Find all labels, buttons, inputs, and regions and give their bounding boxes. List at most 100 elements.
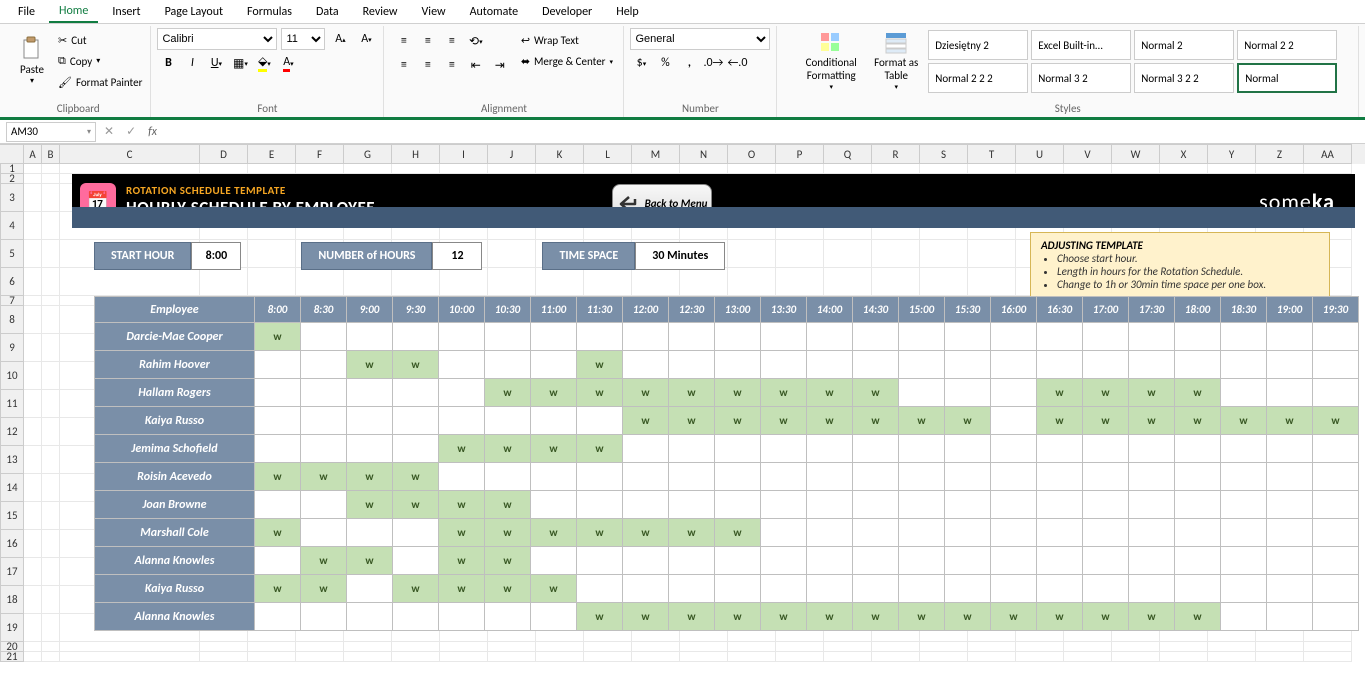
- cell-J1[interactable]: [488, 164, 536, 174]
- row-header-15[interactable]: 15: [0, 502, 24, 530]
- row-header-7[interactable]: 7: [0, 296, 24, 306]
- format-as-table-button[interactable]: Format as Table▾: [866, 28, 926, 94]
- style-normal-2-2-2[interactable]: Normal 2 2 2: [928, 63, 1028, 93]
- number-format-select[interactable]: General: [630, 28, 770, 50]
- cell-D20[interactable]: [200, 642, 248, 652]
- row-header-9[interactable]: 9: [0, 334, 24, 362]
- schedule-cell[interactable]: [347, 435, 393, 463]
- schedule-cell[interactable]: [945, 463, 991, 491]
- schedule-cell[interactable]: [991, 575, 1037, 603]
- cell-B18[interactable]: [42, 586, 60, 614]
- schedule-cell[interactable]: [1221, 519, 1267, 547]
- cell-O1[interactable]: [728, 164, 776, 174]
- schedule-cell[interactable]: [531, 407, 577, 435]
- schedule-cell[interactable]: w: [255, 575, 301, 603]
- cell-A12[interactable]: [24, 418, 42, 446]
- merge-center-button[interactable]: ⬌Merge & Center▾: [519, 51, 615, 71]
- style-dziesi-tny-2[interactable]: Dziesiętny 2: [928, 30, 1028, 60]
- cell-A6[interactable]: [24, 268, 42, 296]
- schedule-cell[interactable]: [393, 547, 439, 575]
- schedule-cell[interactable]: [393, 379, 439, 407]
- schedule-cell[interactable]: [255, 435, 301, 463]
- paste-button[interactable]: Paste ▾: [12, 28, 52, 94]
- schedule-cell[interactable]: w: [485, 491, 531, 519]
- schedule-cell[interactable]: [1313, 351, 1359, 379]
- schedule-cell[interactable]: [991, 463, 1037, 491]
- schedule-cell[interactable]: w: [669, 379, 715, 407]
- cell-J21[interactable]: [488, 652, 536, 662]
- cell-K21[interactable]: [536, 652, 584, 662]
- schedule-cell[interactable]: w: [301, 575, 347, 603]
- cell-Z20[interactable]: [1256, 642, 1304, 652]
- enter-icon[interactable]: ✓: [122, 124, 140, 139]
- schedule-cell[interactable]: [945, 379, 991, 407]
- cell-B11[interactable]: [42, 390, 60, 418]
- menu-view[interactable]: View: [412, 2, 456, 22]
- schedule-cell[interactable]: w: [1083, 603, 1129, 631]
- schedule-cell[interactable]: [1267, 547, 1313, 575]
- schedule-cell[interactable]: [1267, 351, 1313, 379]
- schedule-cell[interactable]: w: [1129, 379, 1175, 407]
- schedule-cell[interactable]: w: [1037, 379, 1083, 407]
- schedule-cell[interactable]: [255, 603, 301, 631]
- cell-D1[interactable]: [200, 164, 248, 174]
- cell-A8[interactable]: [24, 306, 42, 334]
- cell-B20[interactable]: [42, 642, 60, 652]
- schedule-cell[interactable]: [439, 351, 485, 379]
- schedule-cell[interactable]: [1175, 491, 1221, 519]
- schedule-cell[interactable]: w: [439, 547, 485, 575]
- cell-X21[interactable]: [1160, 652, 1208, 662]
- cell-A17[interactable]: [24, 558, 42, 586]
- schedule-cell[interactable]: [899, 519, 945, 547]
- schedule-cell[interactable]: [715, 491, 761, 519]
- schedule-cell[interactable]: [1175, 435, 1221, 463]
- schedule-cell[interactable]: w: [945, 603, 991, 631]
- schedule-cell[interactable]: [853, 491, 899, 519]
- schedule-cell[interactable]: [1129, 547, 1175, 575]
- schedule-cell[interactable]: [485, 463, 531, 491]
- align-left-button[interactable]: ≡: [393, 54, 415, 76]
- accounting-format-button[interactable]: $▾: [630, 52, 652, 74]
- schedule-cell[interactable]: w: [1037, 407, 1083, 435]
- schedule-cell[interactable]: [1129, 323, 1175, 351]
- schedule-cell[interactable]: [899, 323, 945, 351]
- cell-G1[interactable]: [344, 164, 392, 174]
- format-painter-button[interactable]: 🖌Format Painter: [56, 72, 144, 92]
- cell-T21[interactable]: [968, 652, 1016, 662]
- cell-B21[interactable]: [42, 652, 60, 662]
- schedule-cell[interactable]: [991, 323, 1037, 351]
- cell-N21[interactable]: [680, 652, 728, 662]
- cell-C6[interactable]: [60, 268, 200, 296]
- schedule-cell[interactable]: [1175, 547, 1221, 575]
- col-header-X[interactable]: X: [1160, 144, 1208, 164]
- schedule-cell[interactable]: [347, 575, 393, 603]
- schedule-cell[interactable]: w: [1313, 407, 1359, 435]
- indent-increase-button[interactable]: ⇥: [489, 54, 511, 76]
- schedule-cell[interactable]: [623, 323, 669, 351]
- menu-file[interactable]: File: [8, 2, 45, 22]
- schedule-cell[interactable]: [531, 323, 577, 351]
- style-normal[interactable]: Normal: [1237, 63, 1337, 93]
- schedule-cell[interactable]: [715, 323, 761, 351]
- schedule-cell[interactable]: [899, 351, 945, 379]
- schedule-cell[interactable]: [577, 463, 623, 491]
- style-normal-3-2-2[interactable]: Normal 3 2 2: [1134, 63, 1234, 93]
- schedule-cell[interactable]: [393, 435, 439, 463]
- col-header-Z[interactable]: Z: [1256, 144, 1304, 164]
- schedule-cell[interactable]: [945, 575, 991, 603]
- cell-AA20[interactable]: [1304, 642, 1352, 652]
- align-top-button[interactable]: ≡: [393, 30, 415, 52]
- name-box[interactable]: AM30▾: [6, 122, 96, 142]
- schedule-cell[interactable]: [1221, 435, 1267, 463]
- cell-R20[interactable]: [872, 642, 920, 652]
- schedule-cell[interactable]: [807, 519, 853, 547]
- schedule-cell[interactable]: w: [669, 519, 715, 547]
- schedule-cell[interactable]: [1221, 323, 1267, 351]
- schedule-cell[interactable]: [577, 323, 623, 351]
- schedule-cell[interactable]: w: [531, 379, 577, 407]
- cell-A2[interactable]: [24, 174, 42, 184]
- schedule-cell[interactable]: [715, 575, 761, 603]
- col-header-A[interactable]: A: [24, 144, 42, 164]
- schedule-cell[interactable]: [853, 323, 899, 351]
- col-header-M[interactable]: M: [632, 144, 680, 164]
